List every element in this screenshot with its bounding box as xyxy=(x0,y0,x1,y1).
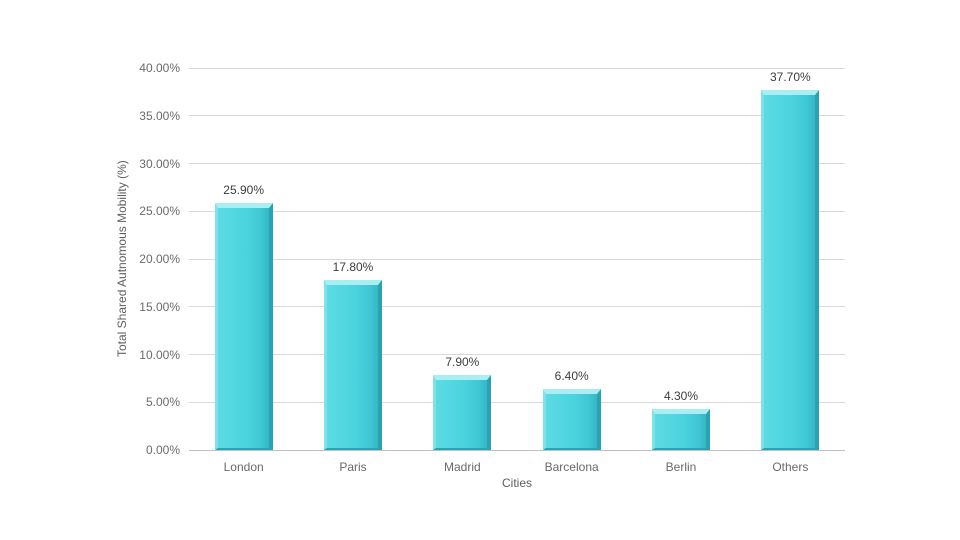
y-tick-label: 5.00% xyxy=(145,395,180,410)
bar-london xyxy=(214,202,273,450)
y-tick-label: 35.00% xyxy=(139,108,180,123)
bar-others xyxy=(761,89,820,450)
x-tick-label-paris: Paris xyxy=(339,460,367,474)
y-tick-label: 30.00% xyxy=(139,156,180,171)
bar-berlin xyxy=(652,408,710,450)
x-tick-label-berlin: Berlin xyxy=(665,460,697,474)
gridline xyxy=(189,210,845,212)
y-tick-label: 20.00% xyxy=(139,252,180,266)
x-tick-label-barcelona: Barcelona xyxy=(544,460,599,474)
gridline xyxy=(189,258,845,260)
bar-value-label: 17.80% xyxy=(332,260,374,275)
bar-value-label: 25.90% xyxy=(223,182,265,197)
y-tick-label: 0.00% xyxy=(145,443,180,457)
y-tick-label: 40.00% xyxy=(139,61,180,75)
gridline xyxy=(189,306,845,308)
x-tick-label-madrid: Madrid xyxy=(443,460,481,474)
plot-area: 0.00% 5.00% 10.00% 15.00% 20.00% 25.00% 30.00%… xyxy=(139,61,845,474)
bar-barcelona xyxy=(542,388,601,450)
y-tick-label: 25.00% xyxy=(139,204,180,219)
x-tick-label-london: London xyxy=(223,460,264,474)
gridline xyxy=(189,115,845,117)
y-tick-label: 15.00% xyxy=(139,299,180,314)
gridline xyxy=(189,354,845,355)
gridline xyxy=(189,67,845,69)
x-tick-label-others: Others xyxy=(772,460,809,474)
x-axis-line xyxy=(189,450,845,451)
gridline xyxy=(189,163,845,164)
bar-value-label: 7.90% xyxy=(445,354,480,369)
bar-value-label: 6.40% xyxy=(554,368,589,383)
bar-madrid xyxy=(433,374,492,450)
bar-value-label: 4.30% xyxy=(663,388,699,403)
bar-value-label: 37.70% xyxy=(769,69,811,84)
x-axis-title: Cities xyxy=(501,476,532,490)
y-tick-label: 10.00% xyxy=(139,347,180,362)
gridline xyxy=(189,401,845,403)
bar-paris xyxy=(324,280,382,450)
